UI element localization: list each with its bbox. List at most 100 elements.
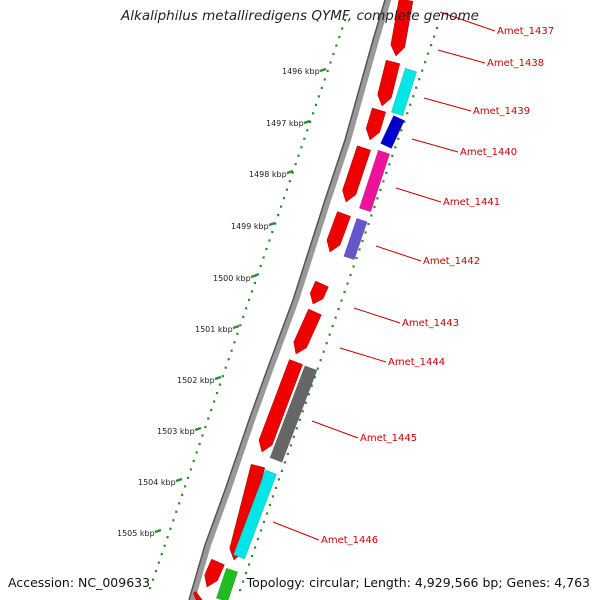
ruler-minor-tick — [298, 418, 301, 421]
genome-backbone-shade — [188, 0, 386, 600]
cds-arrow — [377, 59, 401, 107]
ruler-minor-tick — [247, 563, 251, 566]
ruler-minor-tick — [295, 427, 298, 430]
ruler-minor-tick — [221, 375, 224, 378]
cds-arrow — [204, 558, 225, 588]
ruler-minor-tick — [297, 154, 300, 157]
leader-line — [411, 138, 459, 153]
gene-label-amet-1446: Amet_1446 — [321, 535, 378, 546]
ruler-minor-tick — [433, 35, 436, 38]
gene-features — [193, 0, 418, 600]
ruler-minor-tick — [343, 290, 346, 294]
ruler-label-1501-kbp: 1501 kbp — [195, 325, 233, 334]
ruler-minor-tick — [265, 512, 269, 515]
ruler-minor-tick — [195, 451, 198, 454]
ruler-minor-tick — [294, 163, 297, 166]
cds-arrow — [342, 145, 371, 203]
ruler-ticks-outer — [149, 19, 347, 590]
ruler-minor-tick — [352, 265, 355, 268]
gene-labels: Amet_1437 Amet_1438 Amet_1439 Amet_1440 Amet… — [321, 26, 554, 546]
cds-block-blue — [380, 115, 405, 149]
ruler-minor-tick — [253, 281, 256, 285]
ruler-minor-tick — [210, 408, 213, 412]
ruler-labels: 1496 kbp 1497 kbp 1498 kbp 1499 kbp 1500 kbp… — [117, 67, 327, 538]
ruler-major-tick — [286, 169, 294, 175]
leader-line — [272, 521, 320, 541]
ruler-minor-tick — [403, 120, 406, 123]
ruler-minor-tick — [358, 248, 361, 251]
ruler-minor-tick — [311, 112, 315, 115]
ruler-minor-tick — [409, 103, 412, 106]
ruler-minor-tick — [192, 459, 195, 463]
cds-arrow — [293, 308, 322, 355]
ruler-minor-tick — [303, 137, 306, 140]
ruler-minor-tick — [382, 180, 385, 183]
ruler-minor-tick — [224, 366, 227, 369]
ruler-minor-tick — [355, 256, 358, 260]
ruler-minor-tick — [323, 78, 326, 81]
ruler-minor-tick — [326, 69, 329, 73]
ruler-minor-tick — [415, 86, 418, 89]
leader-line — [423, 97, 472, 112]
gene-label-amet-1444: Amet_1444 — [388, 357, 445, 368]
map-title: Alkaliphilus metalliredigens QYMF, compl… — [121, 8, 479, 24]
ruler-minor-tick — [328, 333, 331, 336]
ruler-major-tick — [319, 67, 327, 73]
ruler-minor-tick — [239, 589, 242, 592]
genome-summary: Topology: circular; Length: 4,929,566 bp… — [246, 575, 590, 590]
ruler-minor-tick — [418, 78, 421, 81]
ruler-minor-tick — [367, 222, 370, 226]
leader-line — [395, 187, 442, 203]
ruler-minor-tick — [157, 561, 160, 564]
ruler-minor-tick — [291, 171, 294, 174]
cds-block-green — [215, 567, 239, 600]
ruler-label-1497-kbp: 1497 kbp — [266, 119, 304, 128]
ruler-minor-tick — [178, 502, 181, 505]
ruler-minor-tick — [227, 358, 230, 361]
ruler-minor-tick — [241, 580, 245, 583]
ruler-minor-tick — [207, 417, 210, 420]
ruler-minor-tick — [274, 222, 277, 225]
ruler-minor-tick — [322, 350, 325, 353]
genome-backbone — [189, 0, 391, 600]
cds-arrow — [390, 0, 414, 57]
ruler-major-tick — [175, 477, 183, 483]
ruler-minor-tick — [307, 393, 310, 396]
ruler-minor-tick — [332, 52, 335, 56]
ruler-minor-tick — [277, 478, 281, 481]
ruler-major-tick — [232, 324, 240, 330]
gene-label-amet-1440: Amet_1440 — [460, 147, 517, 158]
ruler-minor-tick — [242, 315, 245, 318]
leader-line — [339, 347, 387, 363]
ruler-minor-tick — [256, 273, 259, 276]
cds-block-cyan — [390, 67, 418, 117]
ruler-minor-tick — [424, 61, 427, 64]
ruler-minor-tick — [239, 324, 242, 327]
ruler-minor-tick — [201, 434, 204, 437]
ruler-minor-tick — [245, 307, 248, 310]
ruler-minor-tick — [256, 537, 260, 541]
ruler-minor-tick — [319, 359, 322, 362]
cds-arrow — [365, 107, 387, 141]
ruler-minor-tick — [259, 529, 263, 532]
ruler-minor-tick — [346, 282, 349, 285]
ruler-minor-tick — [265, 247, 268, 251]
cds-arrow — [193, 591, 203, 600]
ruler-minor-tick — [172, 519, 175, 522]
ruler-minor-tick — [310, 384, 313, 387]
ruler-minor-tick — [400, 129, 403, 132]
accession-text: Accession: NC_009633 — [8, 575, 151, 590]
ruler-minor-tick — [397, 137, 400, 140]
ruler-major-tick — [250, 273, 258, 279]
ruler-minor-tick — [183, 485, 187, 488]
ruler-major-tick — [194, 426, 202, 432]
ruler-minor-tick — [427, 52, 430, 55]
ruler-label-1498-kbp: 1498 kbp — [249, 170, 287, 179]
leader-line — [437, 49, 486, 64]
ruler-minor-tick — [250, 554, 254, 558]
ruler-label-1499-kbp: 1499 kbp — [231, 222, 269, 231]
ruler-minor-tick — [186, 476, 190, 479]
ruler-minor-tick — [253, 546, 257, 549]
ruler-minor-tick — [349, 273, 352, 277]
